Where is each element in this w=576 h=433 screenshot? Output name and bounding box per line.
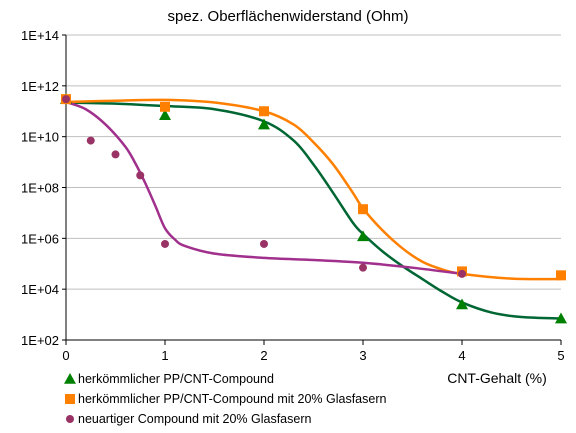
series-conventional-gf-legend-marker <box>65 394 75 404</box>
y-tick-label: 1E+04 <box>21 282 59 297</box>
series-conventional-gf-fit-line <box>65 98 562 281</box>
series-novel-gf-point <box>86 136 95 145</box>
x-tick-label: 0 <box>62 348 69 363</box>
series-novel-gf-point <box>260 239 268 248</box>
series-conventional-legend-marker <box>64 373 76 384</box>
x-tick-label: 4 <box>458 348 465 363</box>
series-conventional-point <box>555 312 567 324</box>
fit-curves <box>65 98 562 320</box>
y-tick-label: 1E+08 <box>21 181 59 196</box>
y-tick-label: 1E+12 <box>21 79 59 94</box>
series-conventional-point <box>456 298 468 310</box>
data-points <box>60 93 567 324</box>
y-tick-label: 1E+06 <box>21 231 59 246</box>
legend: herkömmlicher PP/CNT-Compound herkömmlich… <box>64 372 386 426</box>
series-novel-gf-legend-label: neuartiger Compound mit 20% Glasfasern <box>78 412 312 426</box>
series-conventional-point <box>357 230 369 242</box>
x-axis-label: CNT-Gehalt (%) <box>447 370 547 386</box>
y-tick-label: 1E+02 <box>21 333 59 348</box>
x-tick-label: 2 <box>260 348 267 363</box>
series-novel-gf-point <box>359 263 367 272</box>
grid-layer <box>66 34 561 341</box>
series-novel-gf-point <box>136 171 145 180</box>
series-novel-gf-point <box>111 150 120 159</box>
y-tick-label: 1E+10 <box>21 130 59 145</box>
series-novel-gf-point <box>458 269 466 278</box>
chart-title: spez. Oberflächenwiderstand (Ohm) <box>168 8 409 25</box>
series-conventional-legend-label: herkömmlicher PP/CNT-Compound <box>78 372 274 386</box>
ticks-layer: 1E+02 1E+04 1E+06 1E+08 1E+10 1E+12 1E+14 0 1 2 3 4… <box>21 28 565 363</box>
y-tick-label: 1E+14 <box>21 28 59 43</box>
series-conventional-gf-legend-label: herkömmlicher PP/CNT-Compound mit 20% Gl… <box>78 392 386 406</box>
series-novel-gf-point <box>62 95 70 104</box>
series-conventional-point <box>159 109 171 120</box>
series-novel-gf-point <box>161 239 169 248</box>
series-conventional-gf-point <box>358 204 368 215</box>
x-tick-label: 5 <box>557 348 564 363</box>
series-novel-gf-fit-line <box>65 100 463 276</box>
series-conventional-gf-point <box>259 106 269 117</box>
series-conventional-gf-point <box>160 101 170 112</box>
series-novel-gf-legend-marker <box>66 415 74 423</box>
series-conventional-fit-line <box>65 101 562 320</box>
series-conventional-point <box>258 118 270 130</box>
series-conventional-gf-point <box>556 270 566 281</box>
x-tick-label: 1 <box>161 348 168 363</box>
x-tick-label: 3 <box>359 348 366 363</box>
